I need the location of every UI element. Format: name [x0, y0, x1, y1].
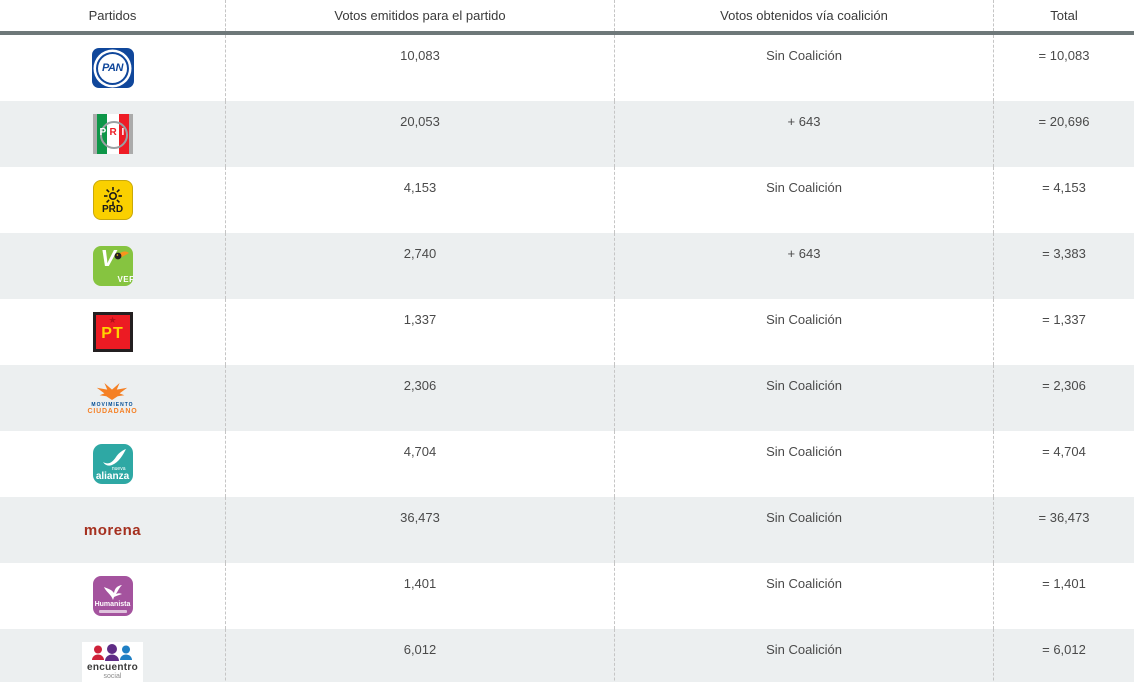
header-votos-emitidos: Votos emitidos para el partido: [226, 0, 615, 31]
table-row: P R I 20,053 + 643 = 20,696: [0, 101, 1134, 167]
table-row: PAN 10,083 Sin Coalición = 10,083: [0, 35, 1134, 101]
coalition-cell: Sin Coalición: [615, 629, 994, 682]
header-partidos: Partidos: [0, 0, 226, 31]
es-social-text: social: [103, 673, 122, 680]
pri-ellipse: [99, 121, 128, 149]
total-cell: = 4,153: [1042, 180, 1086, 195]
es-encuentro-text: encuentro: [86, 662, 139, 673]
table-header: Partidos Votos emitidos para el partido …: [0, 0, 1134, 35]
party-cell-prd: PRD: [0, 167, 226, 233]
total-cell: = 1,401: [1042, 576, 1086, 591]
total-cell: = 1,337: [1042, 312, 1086, 327]
party-cell-es: encuentro social: [0, 629, 226, 682]
table-row: V VERDE 2,740 + 643 = 3,383: [0, 233, 1134, 299]
prd-logo: PRD: [92, 180, 133, 220]
party-cell-mc: MOVIMIENTO CIUDADANO: [0, 365, 226, 431]
pan-logo: PAN: [91, 48, 134, 88]
verde-logo: V VERDE: [92, 246, 133, 286]
morena-logo: morena: [83, 521, 142, 539]
pri-letter-r: R: [109, 127, 117, 138]
table-row: morena 36,473 Sin Coalición = 36,473: [0, 497, 1134, 563]
pt-star-icon: ★: [108, 315, 117, 325]
mc-line2-text: CIUDADANO: [87, 407, 138, 415]
votes-cell: 2,306: [226, 365, 615, 431]
total-cell: = 3,383: [1042, 246, 1086, 261]
coalition-cell: Sin Coalición: [615, 563, 994, 629]
party-cell-morena: morena: [0, 497, 226, 563]
three-people-icon: [92, 644, 133, 661]
votes-cell: 2,740: [226, 233, 615, 299]
pri-logo: P R I: [92, 114, 133, 154]
mc-line1-text: MOVIMIENTO: [91, 401, 134, 408]
votes-cell: 4,153: [226, 167, 615, 233]
coalition-cell: Sin Coalición: [615, 167, 994, 233]
pt-logo-text: PT: [101, 325, 124, 342]
total-cell: = 4,704: [1042, 444, 1086, 459]
votes-cell: 36,473: [226, 497, 615, 563]
pri-letter-i: I: [121, 127, 125, 138]
votes-cell: 1,337: [226, 299, 615, 365]
party-cell-pan: PAN: [0, 35, 226, 101]
verde-v-text: V: [100, 246, 116, 271]
na-alianza-text: alianza: [95, 470, 130, 482]
na-nueva-text: nueva: [111, 465, 126, 472]
votes-cell: 6,012: [226, 629, 615, 682]
votes-cell: 4,704: [226, 431, 615, 497]
eagle-icon: [97, 382, 128, 400]
party-cell-pt: ★ PT: [0, 299, 226, 365]
party-cell-verde: V VERDE: [0, 233, 226, 299]
pan-logo-text: PAN: [102, 62, 123, 74]
table-row: encuentro social 6,012 Sin Coalición = 6…: [0, 629, 1134, 682]
party-cell-pri: P R I: [0, 101, 226, 167]
total-cell: = 10,083: [1038, 48, 1090, 63]
coalition-cell: Sin Coalición: [615, 497, 994, 563]
verde-logo-text: VERDE: [117, 275, 132, 284]
swoosh-check-icon: [102, 448, 126, 466]
total-cell: = 2,306: [1042, 378, 1086, 393]
header-total: Total: [1050, 8, 1078, 23]
table-row: Humanista 1,401 Sin Coalición = 1,401: [0, 563, 1134, 629]
pan-circle: PAN: [98, 53, 127, 83]
votes-cell: 10,083: [226, 35, 615, 101]
party-cell-humanista: Humanista: [0, 563, 226, 629]
nueva-alianza-logo: nueva alianza: [92, 444, 133, 484]
votes-cell: 20,053: [226, 101, 615, 167]
prd-sun-icon: [103, 186, 122, 205]
table-row: ★ PT 1,337 Sin Coalición = 1,337: [0, 299, 1134, 365]
encuentro-social-logo: encuentro social: [81, 642, 144, 682]
votes-cell: 1,401: [226, 563, 615, 629]
movimiento-ciudadano-logo: MOVIMIENTO CIUDADANO: [88, 382, 138, 415]
coalition-cell: + 643: [615, 101, 994, 167]
coalition-cell: + 643: [615, 233, 994, 299]
humanista-tagline: [98, 610, 127, 613]
coalition-cell: Sin Coalición: [615, 299, 994, 365]
hummingbird-icon: [103, 585, 122, 600]
party-cell-na: nueva alianza: [0, 431, 226, 497]
coalition-cell: Sin Coalición: [615, 431, 994, 497]
header-votos-coalicion: Votos obtenidos vía coalición: [615, 0, 994, 31]
total-cell: = 36,473: [1038, 510, 1090, 525]
coalition-cell: Sin Coalición: [615, 365, 994, 431]
humanista-logo: Humanista: [92, 576, 133, 616]
total-cell: = 6,012: [1042, 642, 1086, 657]
toucan-icon: [114, 251, 129, 260]
table-row: MOVIMIENTO CIUDADANO 2,306 Sin Coalición…: [0, 365, 1134, 431]
pt-logo: ★ PT: [92, 312, 133, 352]
pri-letter-p: P: [99, 127, 107, 138]
total-cell: = 20,696: [1038, 114, 1090, 129]
coalition-cell: Sin Coalición: [615, 35, 994, 101]
table-row: nueva alianza 4,704 Sin Coalición = 4,70…: [0, 431, 1134, 497]
humanista-logo-text: Humanista: [94, 601, 131, 608]
prd-logo-text: PRD: [101, 203, 124, 215]
table-row: PRD 4,153 Sin Coalición = 4,153: [0, 167, 1134, 233]
